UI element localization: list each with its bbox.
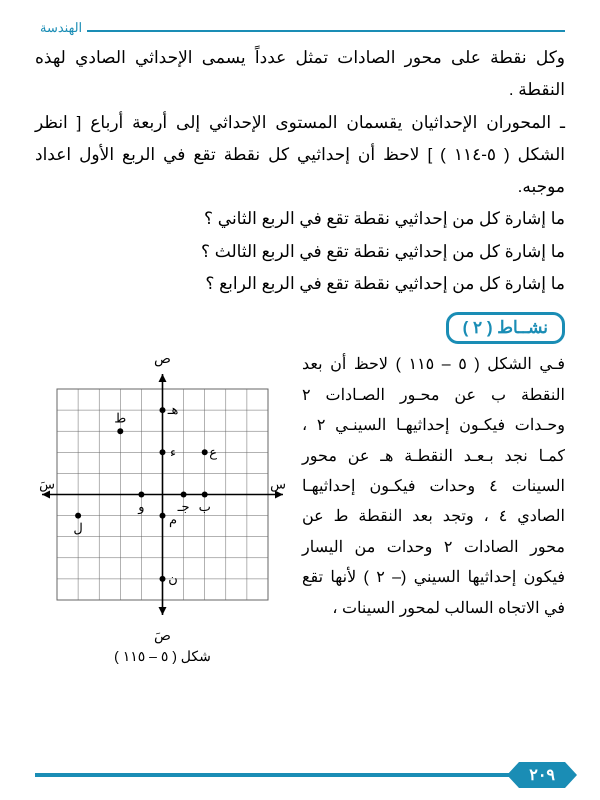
page-number-wrap: ٢٠٩ — [519, 762, 565, 788]
activity-text: فـي الشكل ( ٥ – ١١٥ ) لاحظ أن بعد النقطة… — [302, 350, 565, 624]
svg-text:ط: ط — [114, 411, 126, 426]
q-1: ما إشارة كل من إحداثيي نقطة تقع في الربع… — [35, 203, 565, 235]
page-number: ٢٠٩ — [519, 762, 565, 788]
q-2: ما إشارة كل من إحداثيي نقطة تقع في الربع… — [35, 236, 565, 268]
para-1: وكل نقطة على محور الصادات تمثل عدداً يسم… — [35, 42, 565, 107]
chart-column: ص س سَ ب جـم و ل هـ ط ء ع ن صَ شكل ( ٥ – ١١٥ ) — [35, 350, 290, 665]
q-3: ما إشارة كل من إحداثيي نقطة تقع في الربع… — [35, 268, 565, 300]
header-line: الهندسة — [35, 30, 565, 32]
y-pos-label: ص — [35, 350, 290, 367]
svg-text:سَ: سَ — [39, 477, 55, 493]
svg-text:و: و — [137, 500, 144, 516]
chart-caption: شكل ( ٥ – ١١٥ ) — [35, 648, 290, 665]
para-2: ـ المحوران الإحداثيان يقسمان المستوى الإ… — [35, 107, 565, 204]
y-neg-label: صَ — [35, 627, 290, 644]
svg-text:س: س — [270, 477, 286, 493]
svg-text:ل: ل — [73, 521, 82, 536]
coordinate-chart: س سَ ب جـم و ل هـ ط ء ع ن — [35, 367, 290, 622]
activity-badge: نشــاط ( ٢ ) — [446, 312, 565, 344]
svg-text:ع: ع — [209, 445, 217, 461]
svg-text:جـ: جـ — [177, 500, 190, 515]
header-label: الهندسة — [35, 20, 87, 36]
intro-text: وكل نقطة على محور الصادات تمثل عدداً يسم… — [35, 42, 565, 300]
page-number-bar — [35, 773, 510, 777]
svg-text:هـ: هـ — [167, 402, 179, 417]
activity-row: فـي الشكل ( ٥ – ١١٥ ) لاحظ أن بعد النقطة… — [35, 350, 565, 665]
svg-text:ب: ب — [199, 500, 211, 515]
svg-text:م: م — [169, 512, 177, 528]
svg-text:ن: ن — [168, 571, 178, 586]
svg-text:ء: ء — [170, 445, 176, 460]
